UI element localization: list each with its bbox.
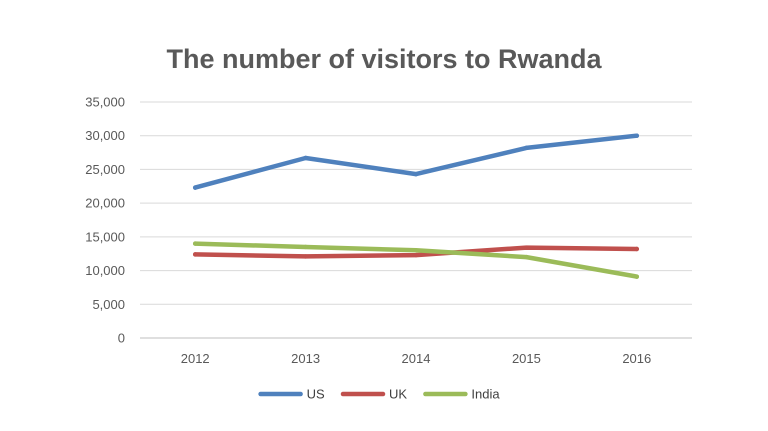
legend-label: India <box>471 387 500 402</box>
y-tick-label: 15,000 <box>85 229 125 244</box>
data-point <box>524 245 529 250</box>
data-point <box>303 155 308 161</box>
data-point <box>413 252 419 258</box>
data-point <box>524 254 529 260</box>
data-point <box>413 248 419 253</box>
x-tick-label: 2014 <box>402 351 431 366</box>
x-tick-label: 2015 <box>512 351 541 366</box>
y-tick-label: 20,000 <box>85 196 125 211</box>
x-tick-label: 2012 <box>181 351 210 366</box>
data-point <box>303 244 308 250</box>
y-tick-label: 0 <box>118 331 125 346</box>
y-tick-label: 10,000 <box>85 263 125 278</box>
y-tick-label: 35,000 <box>85 95 125 110</box>
y-tick-label: 30,000 <box>85 128 125 143</box>
data-point <box>634 274 639 279</box>
data-point <box>303 254 308 259</box>
data-point <box>634 246 639 252</box>
data-point <box>413 171 419 177</box>
x-tick-label: 2013 <box>291 351 320 366</box>
data-point <box>524 145 529 151</box>
x-tick-label: 2016 <box>622 351 651 366</box>
data-point <box>193 241 198 246</box>
data-point <box>193 252 198 257</box>
series-line-us <box>192 133 640 190</box>
legend-label: US <box>307 387 325 402</box>
y-tick-label: 5,000 <box>92 297 125 312</box>
chart-title: The number of visitors to Rwanda <box>166 44 602 74</box>
y-tick-label: 25,000 <box>85 162 125 177</box>
data-point <box>193 185 198 190</box>
data-point <box>634 133 639 138</box>
legend-label: UK <box>389 387 407 402</box>
